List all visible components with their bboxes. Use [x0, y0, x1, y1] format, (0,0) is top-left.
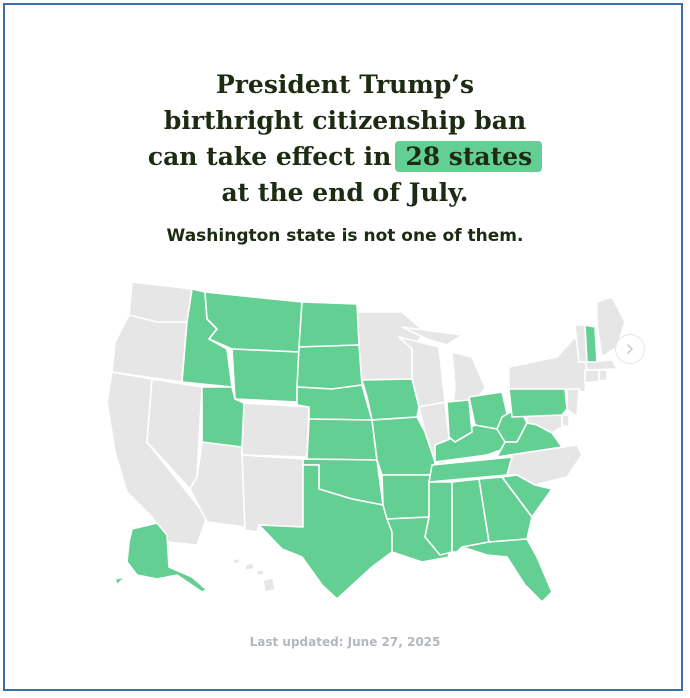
headline: President Trump’s birthright citizenship…: [5, 67, 685, 211]
us-states-map: [106, 281, 626, 603]
state-new-jersey: [566, 388, 580, 418]
state-arkansas: [381, 474, 433, 520]
headline-line-3: can take effect in 28 states: [5, 139, 685, 175]
state-wyoming: [231, 348, 300, 403]
state-delaware: [561, 414, 570, 428]
state-connecticut: [584, 369, 600, 384]
state-georgia: [478, 476, 533, 543]
state-nebraska: [296, 384, 373, 421]
headline-line-2: birthright citizenship ban: [163, 106, 527, 135]
next-slide-button[interactable]: [615, 334, 645, 364]
state-colorado: [241, 402, 310, 458]
subheadline: Washington state is not one of them.: [166, 226, 524, 246]
headline-line-3-prefix: can take effect in: [147, 142, 392, 171]
state-texas: [258, 464, 393, 600]
state-new-hampshire: [584, 324, 598, 363]
state-new-mexico: [241, 454, 306, 533]
state-hawaii: [232, 557, 276, 593]
state-florida: [461, 538, 553, 603]
chevron-right-icon: [627, 344, 633, 354]
state-rhode-island: [598, 369, 608, 382]
headline-line-4: at the end of July.: [221, 178, 469, 207]
state-tennessee: [428, 456, 513, 483]
last-updated: Last updated: June 27, 2025: [249, 635, 441, 649]
headline-line-1: President Trump’s: [215, 70, 475, 99]
state-iowa: [361, 378, 420, 421]
state-kansas: [306, 418, 378, 461]
state-alaska: [114, 522, 208, 593]
state-new-york: [508, 336, 588, 393]
state-pennsylvania: [508, 388, 568, 418]
state-north-dakota: [298, 301, 360, 348]
state-oregon: [111, 314, 188, 383]
state-south-carolina: [501, 474, 553, 518]
state-utah: [201, 386, 245, 448]
state-count-highlight: 28 states: [395, 141, 543, 172]
state-montana: [204, 291, 303, 353]
state-indiana: [446, 399, 473, 443]
state-south-dakota: [296, 344, 363, 390]
state-virginia: [496, 422, 563, 458]
state-washington: [128, 281, 193, 323]
post-card: President Trump’s birthright citizenship…: [3, 3, 683, 691]
